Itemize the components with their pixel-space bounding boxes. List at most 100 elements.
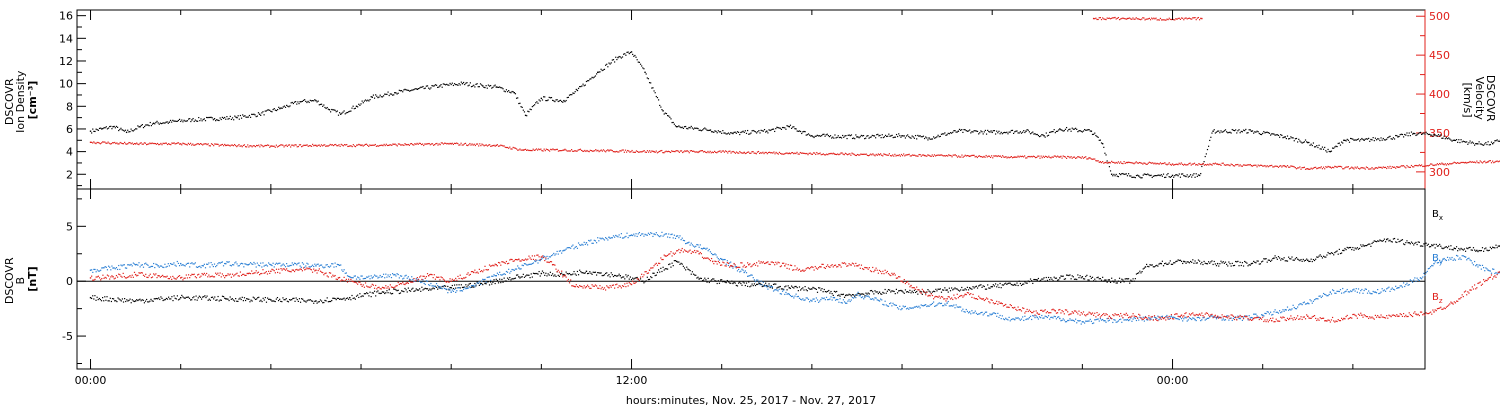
bx-sample <box>708 281 710 284</box>
density-sample <box>399 90 402 92</box>
density-sample <box>1265 131 1267 134</box>
bx-sample <box>581 272 583 274</box>
density-sample <box>1147 173 1149 175</box>
velocity-sample <box>690 150 693 152</box>
velocity-sample <box>1457 161 1459 164</box>
velocity-sample <box>1333 167 1335 169</box>
bx-sample <box>934 290 936 293</box>
velocity-sample <box>1377 167 1379 169</box>
density-sample <box>414 88 416 90</box>
velocity-sample <box>1000 156 1003 158</box>
bx-sample <box>1264 258 1266 260</box>
density-sample <box>1267 132 1269 134</box>
bx-sample <box>781 288 784 290</box>
density-sample <box>1060 129 1062 131</box>
velocity-sample <box>1055 156 1058 158</box>
density-sample <box>1112 175 1114 177</box>
bx-sample <box>95 299 97 301</box>
bx-sample <box>438 286 440 288</box>
velocity-sample <box>628 150 630 152</box>
velocity-sample <box>863 153 865 155</box>
velocity-sample <box>433 144 435 146</box>
bx-sample <box>618 273 620 275</box>
velocity-sample <box>1137 162 1140 164</box>
bx-sample <box>849 294 851 296</box>
density-sample <box>1183 175 1185 177</box>
velocity-sample <box>694 151 696 153</box>
velocity-sample <box>165 142 167 144</box>
velocity-sample <box>200 143 203 145</box>
bx-sample <box>149 300 151 302</box>
bx-sample <box>144 300 147 302</box>
velocity-sample <box>92 142 94 144</box>
velocity-sample <box>1115 161 1117 164</box>
bx-sample <box>655 274 657 276</box>
velocity_gap-sample <box>1122 17 1124 19</box>
density-sample <box>783 126 785 129</box>
velocity-sample <box>1356 166 1358 168</box>
density-sample <box>304 99 306 101</box>
density-sample <box>730 132 732 134</box>
bx-sample <box>681 263 683 265</box>
density-sample <box>311 100 314 102</box>
velocity-sample <box>1453 161 1455 163</box>
velocity-sample <box>178 143 181 145</box>
bx-sample <box>327 301 329 303</box>
velocity-sample <box>689 150 691 152</box>
density-sample <box>459 84 461 86</box>
bx-sample <box>384 292 386 295</box>
velocity-sample <box>592 150 595 152</box>
velocity-sample <box>983 155 985 158</box>
bx-sample <box>1085 275 1087 278</box>
velocity-sample <box>1227 164 1229 166</box>
density-sample <box>809 134 811 136</box>
bx-sample <box>357 294 359 296</box>
bx-sample <box>899 290 901 292</box>
bx-point <box>619 275 621 277</box>
density-sample <box>1191 176 1193 178</box>
density-sample <box>1434 134 1436 136</box>
density-sample <box>169 119 172 122</box>
density-sample <box>818 135 821 137</box>
density-sample <box>422 85 424 88</box>
bx-sample <box>1202 263 1204 266</box>
density-sample <box>1276 134 1278 136</box>
velocity-sample <box>255 144 258 147</box>
density-sample <box>381 96 384 98</box>
density-sample <box>1152 175 1154 177</box>
density-sample <box>308 101 310 104</box>
velocity-sample <box>376 145 379 147</box>
velocity-sample <box>436 142 438 145</box>
velocity-sample <box>299 144 302 146</box>
velocity-sample <box>1498 160 1500 162</box>
velocity-sample <box>1473 161 1476 163</box>
bx-sample <box>1045 276 1047 279</box>
velocity-sample <box>943 155 945 157</box>
bx-sample <box>143 302 146 304</box>
velocity_gap-sample <box>1105 18 1107 21</box>
density-sample <box>921 136 923 138</box>
density-sample <box>293 101 296 103</box>
velocity-sample <box>585 150 587 153</box>
density-sample <box>1423 132 1425 134</box>
velocity-sample <box>724 150 727 152</box>
velocity-sample <box>1425 165 1427 167</box>
bx-sample <box>881 293 883 295</box>
velocity-sample <box>635 150 638 152</box>
density-sample <box>1227 132 1229 134</box>
velocity-sample <box>740 152 742 154</box>
velocity-sample <box>1302 166 1304 169</box>
density-sample <box>1391 138 1393 140</box>
bx-sample <box>650 276 652 278</box>
velocity-sample <box>329 143 331 146</box>
bx-sample <box>945 289 947 291</box>
velocity-sample <box>125 143 127 145</box>
bx-sample <box>210 296 213 299</box>
velocity-sample <box>1245 164 1247 166</box>
density-sample <box>642 67 644 69</box>
velocity-sample <box>938 154 940 156</box>
velocity-sample <box>603 150 606 152</box>
density-sample <box>905 135 908 137</box>
velocity-sample <box>1405 167 1407 169</box>
density-sample <box>1139 176 1141 178</box>
